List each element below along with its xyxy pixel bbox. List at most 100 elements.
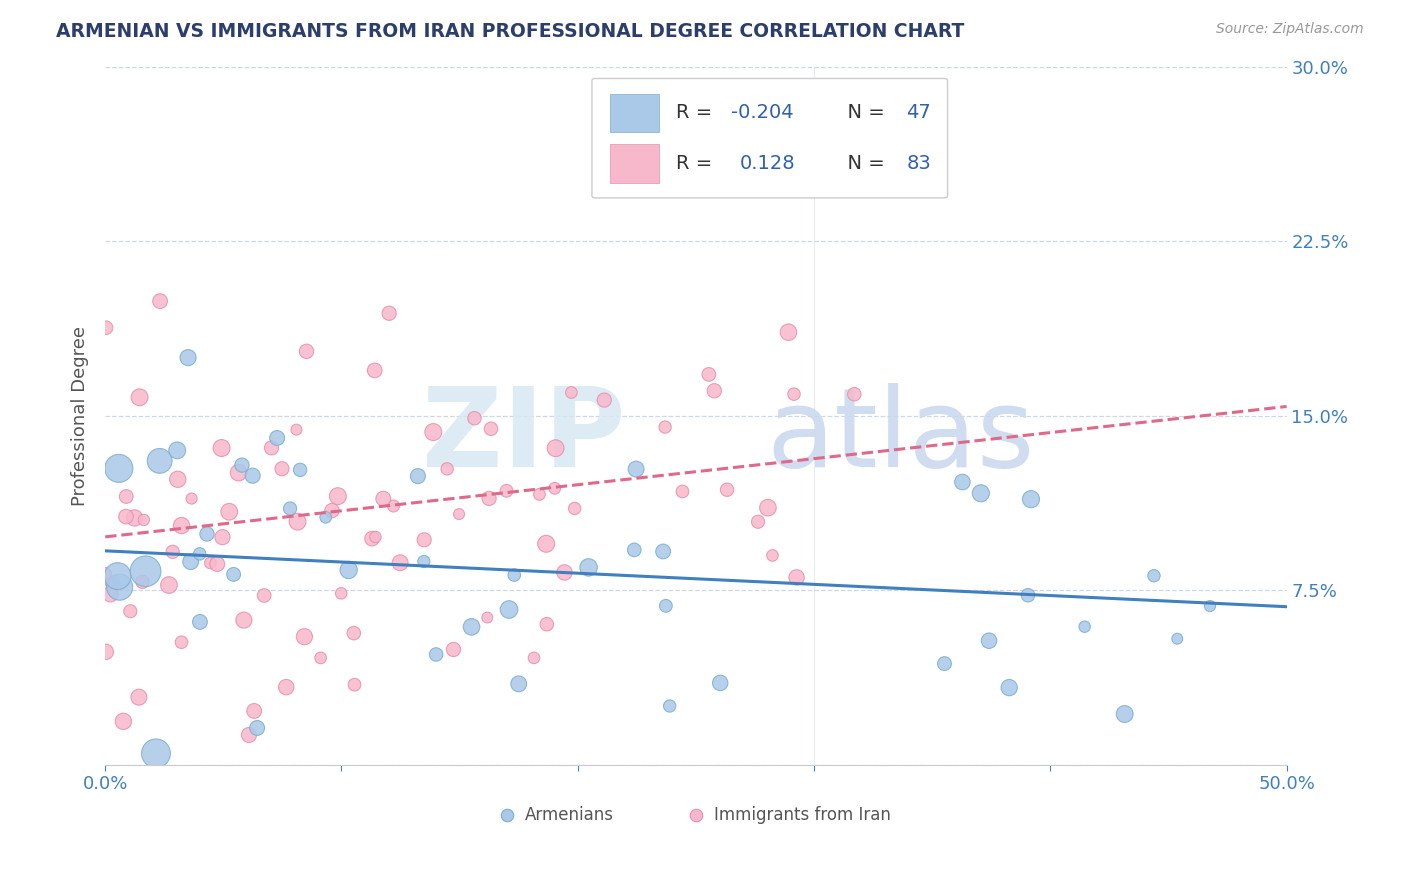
Point	[443, 642, 465, 657]
Point	[276, 680, 298, 694]
Point	[508, 677, 530, 691]
Point	[373, 491, 395, 506]
Point	[361, 532, 384, 546]
Point	[1017, 588, 1039, 602]
Point	[406, 469, 429, 483]
Point	[364, 530, 387, 544]
Point	[449, 507, 471, 521]
Point	[343, 678, 366, 692]
Point	[321, 503, 343, 517]
Point	[228, 466, 250, 480]
Point	[478, 491, 501, 506]
Point	[145, 747, 167, 761]
Point	[463, 411, 485, 425]
Point	[188, 547, 211, 561]
Point	[844, 387, 866, 401]
FancyBboxPatch shape	[610, 94, 659, 132]
Text: 47: 47	[907, 103, 931, 122]
Text: ZIP: ZIP	[422, 384, 626, 491]
Point	[623, 542, 645, 557]
Point	[783, 387, 806, 401]
Point	[309, 651, 332, 665]
Text: Immigrants from Iran: Immigrants from Iran	[714, 806, 890, 824]
Point	[149, 454, 172, 468]
Point	[389, 556, 412, 570]
Point	[709, 676, 731, 690]
Point	[295, 344, 318, 359]
FancyBboxPatch shape	[610, 145, 659, 183]
Point	[315, 510, 337, 524]
Point	[477, 610, 499, 624]
Point	[128, 690, 150, 705]
Point	[238, 728, 260, 742]
Text: ARMENIAN VS IMMIGRANTS FROM IRAN PROFESSIONAL DEGREE CORRELATION CHART: ARMENIAN VS IMMIGRANTS FROM IRAN PROFESS…	[56, 22, 965, 41]
Point	[778, 325, 800, 339]
FancyBboxPatch shape	[592, 78, 948, 198]
Point	[998, 681, 1021, 695]
Point	[343, 626, 366, 640]
Text: R =: R =	[676, 154, 724, 173]
Point	[786, 570, 808, 584]
Point	[761, 549, 783, 563]
Point	[498, 602, 520, 616]
Point	[94, 320, 117, 334]
Point	[952, 475, 974, 489]
Point	[177, 351, 200, 365]
Point	[460, 620, 482, 634]
Text: -0.204: -0.204	[731, 103, 794, 122]
Point	[294, 630, 316, 644]
Text: N =: N =	[835, 154, 891, 173]
Point	[1166, 632, 1188, 646]
Point	[703, 384, 725, 398]
Point	[108, 461, 131, 475]
Point	[242, 468, 264, 483]
Point	[170, 635, 193, 649]
Point	[1143, 568, 1166, 582]
Point	[211, 441, 233, 455]
Point	[107, 569, 129, 583]
Point	[578, 560, 600, 574]
Point	[658, 698, 681, 713]
Point	[1073, 620, 1095, 634]
Point	[560, 385, 582, 400]
Point	[162, 545, 184, 559]
Point	[157, 578, 180, 592]
Point	[115, 509, 138, 524]
Point	[655, 599, 678, 613]
Point	[112, 714, 135, 729]
Point	[207, 557, 229, 571]
Text: Source: ZipAtlas.com: Source: ZipAtlas.com	[1216, 22, 1364, 37]
Point	[180, 491, 202, 506]
Point	[479, 422, 502, 436]
Point	[523, 651, 546, 665]
Point	[278, 501, 301, 516]
Point	[593, 393, 616, 408]
Point	[425, 648, 447, 662]
Point	[166, 472, 188, 486]
Point	[131, 574, 153, 589]
Point	[534, 537, 557, 551]
Point	[413, 533, 436, 547]
Point	[1019, 492, 1042, 507]
Text: Armenians: Armenians	[524, 806, 613, 824]
Point	[243, 704, 266, 718]
Text: atlas: atlas	[766, 384, 1035, 491]
Point	[624, 462, 647, 476]
Point	[495, 483, 517, 498]
Point	[977, 633, 1000, 648]
Point	[195, 527, 218, 541]
Point	[100, 587, 122, 601]
Point	[135, 564, 157, 578]
Point	[170, 518, 193, 533]
Point	[115, 490, 138, 504]
Point	[218, 505, 240, 519]
Point	[94, 566, 117, 581]
Point	[149, 294, 172, 309]
Point	[260, 441, 283, 455]
Point	[330, 586, 353, 600]
Point	[222, 567, 245, 582]
Point	[564, 501, 586, 516]
Point	[529, 487, 551, 501]
Point	[1114, 706, 1136, 721]
Point	[934, 657, 956, 671]
